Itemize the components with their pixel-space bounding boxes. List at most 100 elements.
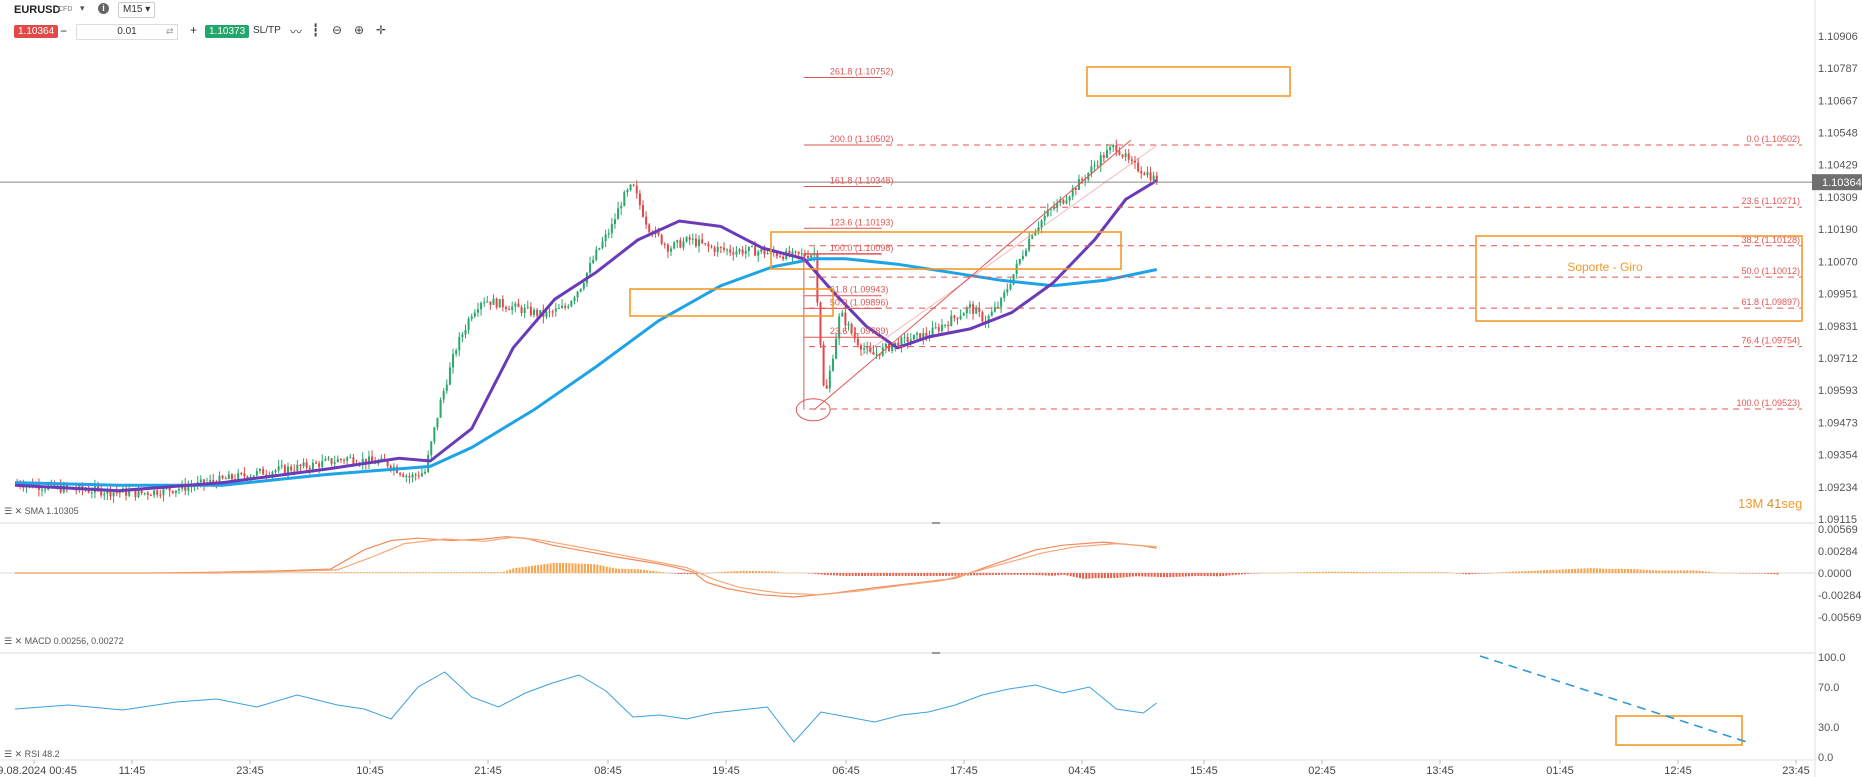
- macd-histogram-bar: [742, 570, 745, 573]
- candle-body: [691, 238, 694, 240]
- macd-histogram-bar: [1549, 569, 1552, 573]
- candle-body: [1115, 144, 1118, 152]
- macd-histogram-bar: [599, 565, 602, 573]
- macd-histogram-bar: [904, 573, 907, 576]
- macd-histogram-bar: [649, 570, 652, 573]
- macd-histogram-bar: [471, 572, 474, 573]
- macd-histogram-bar: [468, 572, 471, 573]
- soporte-annotation: Soporte - Giro: [1567, 260, 1643, 274]
- macd-histogram-bar: [260, 572, 263, 574]
- chevron-down-icon[interactable]: ▾: [80, 3, 85, 13]
- macd-signal-line: [15, 536, 1157, 596]
- macd-legend[interactable]: ☰ ✕ MACD 0.00256, 0.00272: [4, 636, 124, 646]
- macd-histogram-bar: [1138, 573, 1141, 577]
- candle-body: [470, 316, 473, 319]
- candle-body: [1000, 298, 1003, 307]
- candle-body: [243, 473, 246, 477]
- price-tick-label: 1.09234: [1818, 482, 1858, 494]
- line-chart-icon[interactable]: 〰: [290, 25, 303, 39]
- zoom-in-icon[interactable]: ⊕: [354, 23, 365, 37]
- timeframe-dropdown[interactable]: M15 ▾: [118, 2, 156, 18]
- macd-histogram-bar: [1315, 571, 1318, 573]
- candle-body: [262, 468, 265, 475]
- sl-tp-button[interactable]: SL/TP: [253, 25, 281, 36]
- candle-body: [424, 471, 427, 474]
- candle-body: [367, 456, 370, 464]
- candle-body: [1149, 172, 1152, 181]
- macd-histogram-bar: [1701, 571, 1704, 573]
- macd-histogram-bar: [1321, 571, 1324, 573]
- candle-body: [433, 427, 436, 442]
- macd-histogram-bar: [861, 573, 864, 576]
- macd-histogram-bar: [493, 572, 496, 573]
- candle-body: [601, 241, 604, 249]
- info-icon[interactable]: i: [98, 3, 109, 14]
- candle-body: [315, 462, 318, 464]
- macd-histogram-bar: [1686, 570, 1689, 573]
- sell-price-button[interactable]: 1.10364: [14, 25, 59, 38]
- candle-body: [467, 318, 470, 330]
- macd-histogram-bar: [481, 572, 484, 573]
- macd-histogram-bar: [266, 572, 269, 574]
- macd-histogram-bar: [1296, 572, 1299, 573]
- macd-histogram-bar: [1642, 569, 1645, 573]
- macd-histogram-bar: [615, 568, 618, 573]
- candle-body: [1043, 215, 1046, 221]
- macd-histogram-bar: [1113, 573, 1116, 579]
- macd-histogram-bar: [281, 572, 284, 574]
- candle-body: [570, 301, 573, 307]
- candle-body: [735, 251, 738, 255]
- quantity-decrease-button[interactable]: −: [60, 24, 68, 38]
- macd-histogram-bar: [562, 562, 565, 573]
- rsi-tick-label: 70.0: [1818, 682, 1839, 694]
- macd-histogram-bar: [331, 572, 334, 573]
- macd-tick-label: 0.00569: [1818, 524, 1858, 536]
- candle-body: [514, 303, 517, 307]
- candle-body: [75, 489, 78, 491]
- candle-body: [937, 327, 940, 331]
- macd-histogram-bar: [1764, 573, 1767, 574]
- macd-histogram-bar: [876, 573, 879, 576]
- sma-legend[interactable]: ☰ ✕ SMA 1.10305: [4, 506, 79, 516]
- rsi-legend[interactable]: ☰ ✕ RSI 48.2: [4, 749, 60, 759]
- macd-histogram-bar: [1078, 573, 1081, 579]
- zoom-out-icon[interactable]: ⊖: [332, 23, 343, 37]
- candles-icon[interactable]: ┇: [312, 23, 320, 37]
- quantity-increase-button[interactable]: +: [190, 23, 198, 37]
- macd-histogram-bar: [820, 573, 823, 575]
- candle-body: [579, 288, 582, 292]
- macd-histogram-bar: [767, 571, 770, 573]
- macd-histogram-bar: [546, 563, 549, 573]
- buy-price-button[interactable]: 1.10373: [205, 25, 250, 38]
- rsi-tick-label: 100.0: [1818, 652, 1846, 664]
- swap-icon[interactable]: ⇄: [166, 26, 174, 36]
- candle-body: [221, 475, 224, 479]
- macd-histogram-bar: [948, 573, 951, 576]
- time-tick-label: 23:45: [236, 765, 264, 777]
- candle-body: [732, 252, 735, 255]
- macd-histogram-bar: [574, 563, 577, 573]
- candle-body: [202, 479, 205, 485]
- macd-histogram-bar: [375, 572, 378, 573]
- candle-body: [856, 338, 859, 346]
- time-tick-label: 06:45: [832, 765, 860, 777]
- candle-body: [909, 339, 912, 342]
- macd-histogram-bar: [496, 572, 499, 573]
- macd-histogram-bar: [1648, 570, 1651, 573]
- quantity-input[interactable]: 0.01: [76, 24, 178, 40]
- macd-histogram-bar: [250, 572, 253, 574]
- candle-body: [504, 307, 507, 310]
- candle-body: [1065, 200, 1068, 204]
- candle-body: [40, 489, 43, 491]
- candle-body: [327, 458, 330, 460]
- symbol-label[interactable]: EURUSD: [14, 4, 61, 16]
- candle-body: [972, 304, 975, 314]
- candle-body: [987, 315, 990, 324]
- candle-body: [168, 487, 171, 491]
- candle-body: [508, 309, 511, 311]
- crosshair-icon[interactable]: ✛: [376, 23, 387, 37]
- macd-histogram-bar: [661, 572, 664, 573]
- macd-histogram-bar: [1767, 573, 1770, 574]
- macd-histogram-bar: [1362, 571, 1365, 573]
